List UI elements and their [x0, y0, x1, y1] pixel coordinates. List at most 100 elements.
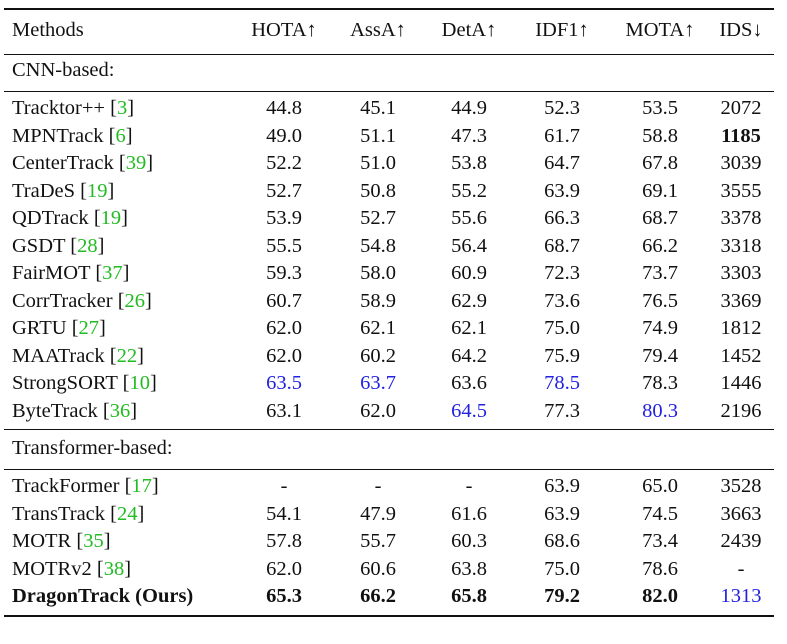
metric-cell: 57.8	[266, 530, 302, 552]
header-row: Methods HOTA↑ AssA↑ DetA↑ IDF1↑ MOTA↑ IDS↓	[4, 17, 774, 44]
citation-link[interactable]: 17	[131, 475, 152, 497]
method-label: Tracktor++	[12, 97, 105, 119]
metric-cell: 3303	[720, 262, 762, 284]
metric-cell: 64.2	[451, 344, 487, 367]
metric-cell: 52.2	[266, 152, 302, 174]
metric-cell: 66.3	[544, 207, 580, 229]
method-label: CenterTrack	[12, 152, 114, 174]
metric-cell: 60.7	[266, 289, 302, 312]
method-name: DragonTrack (Ours)	[12, 583, 242, 610]
citation-link[interactable]: 6	[115, 124, 126, 147]
citation-link[interactable]: 22	[116, 344, 138, 367]
metric-cell: 79.2	[544, 585, 580, 607]
header-cell: IDS↓	[719, 19, 763, 41]
table-row: FairMOT [37] 59.3 58.0 60.9 72.3 73.7 3303	[4, 260, 774, 287]
header-cell: Methods	[12, 19, 84, 41]
citation-link[interactable]: 3	[116, 97, 128, 119]
method-label: FairMOT	[12, 262, 91, 284]
metric-cell: 74.5	[642, 502, 678, 525]
citation-link[interactable]: 39	[125, 152, 147, 174]
metric-cell: 56.4	[451, 234, 487, 257]
method-name: FairMOT [37]	[12, 262, 130, 284]
metric-cell: 62.0	[360, 399, 396, 422]
metric-cell: 53.9	[266, 207, 302, 229]
metric-cell: 62.0	[266, 344, 302, 367]
bottom-rule	[4, 614, 774, 617]
metric-cell: 1185	[721, 124, 761, 147]
method-label: TrackFormer	[12, 475, 120, 497]
method-name: CorrTracker [26]	[12, 289, 152, 312]
metric-cell: -	[374, 475, 382, 497]
citation-link[interactable]: 27	[78, 317, 100, 339]
metric-cell: 3378	[720, 207, 762, 229]
method-label: StrongSORT	[12, 372, 118, 394]
section-rule	[4, 91, 774, 92]
metric-cell: 1446	[720, 372, 762, 394]
metric-cell: 45.1	[360, 97, 396, 119]
citation-link[interactable]: 36	[109, 399, 131, 422]
metric-cell: 44.8	[266, 97, 302, 119]
metric-cell: 52.3	[544, 97, 580, 119]
metric-cell: 75.9	[544, 344, 580, 367]
method-label: GSDT	[12, 234, 66, 257]
metric-cell: 75.0	[544, 317, 580, 339]
metric-cell: 58.0	[360, 262, 396, 284]
citation-link[interactable]: 26	[124, 289, 146, 312]
method-name: CenterTrack [39]	[12, 152, 154, 174]
metric-cell: 66.2	[642, 234, 678, 257]
metric-cell: 2196	[720, 399, 762, 422]
metric-cell: 73.6	[544, 289, 580, 312]
metric-cell: 58.9	[360, 289, 396, 312]
table-row: CenterTrack [39] 52.2 51.0 53.8 64.7 67.8 3039	[4, 150, 774, 177]
metric-cell: 52.7	[266, 179, 302, 202]
metric-cell: 62.0	[266, 557, 302, 580]
metric-cell: 63.5	[266, 372, 302, 394]
metric-cell: 64.5	[451, 399, 487, 422]
metric-cell: 51.1	[360, 124, 396, 147]
metric-cell: 74.9	[642, 317, 678, 339]
metric-cell: 63.9	[544, 475, 580, 497]
header-cell: IDF1↑	[535, 19, 589, 41]
metric-cell: 51.0	[360, 152, 396, 174]
citation-link[interactable]: 19	[100, 207, 122, 229]
metric-cell: 63.6	[451, 372, 487, 394]
metric-cell: 49.0	[266, 124, 302, 147]
citation-link[interactable]: 19	[87, 179, 108, 202]
citation-link[interactable]: 37	[102, 262, 123, 284]
citation-link[interactable]: 35	[83, 530, 104, 552]
table-row: Tracktor++ [3] 44.8 45.1 44.9 52.3 53.5 2072	[4, 95, 774, 122]
table-row: MOTR [35] 57.8 55.7 60.3 68.6 73.4 2439	[4, 528, 774, 555]
metric-cell: 47.9	[360, 502, 396, 525]
metric-cell: 1313	[720, 585, 762, 607]
table-row: TransTrack [24] 54.1 47.9 61.6 63.9 74.5 3663	[4, 501, 774, 528]
top-rule	[4, 8, 774, 10]
method-name: Tracktor++ [3]	[12, 97, 135, 119]
metric-cell: 3039	[720, 152, 762, 174]
metric-cell: 63.8	[451, 557, 487, 580]
citation-link[interactable]: 38	[103, 557, 125, 580]
metric-cell: 1452	[720, 344, 762, 367]
metric-cell: 44.9	[451, 97, 487, 119]
table-row: TrackFormer [17] - - - 63.9 65.0 3528	[4, 473, 774, 500]
header-rule	[4, 54, 774, 55]
section-title: Transformer-based:	[12, 437, 173, 459]
citation-link[interactable]: 24	[116, 502, 138, 525]
method-name: MPNTrack [6]	[12, 124, 133, 147]
metric-cell: 79.4	[642, 344, 678, 367]
method-name: MOTRv2 [38]	[12, 557, 132, 580]
metric-cell: 63.9	[544, 179, 580, 202]
metric-cell: 62.9	[451, 289, 487, 312]
metric-cell: 53.5	[642, 97, 678, 119]
metric-cell: 78.5	[544, 372, 580, 394]
metric-cell: 63.9	[544, 502, 580, 525]
method-label: ByteTrack	[12, 399, 98, 422]
metric-cell: 62.0	[266, 317, 302, 339]
citation-link[interactable]: 10	[129, 372, 150, 394]
citation-link[interactable]: 28	[77, 234, 98, 257]
metric-cell: 53.8	[451, 152, 487, 174]
section-rule	[4, 469, 774, 470]
method-label: CorrTracker	[12, 289, 113, 312]
table-row: MPNTrack [6] 49.0 51.1 47.3 61.7 58.8 1185	[4, 123, 774, 150]
metric-cell: 54.1	[266, 502, 302, 525]
method-label: TraDeS	[12, 179, 76, 202]
